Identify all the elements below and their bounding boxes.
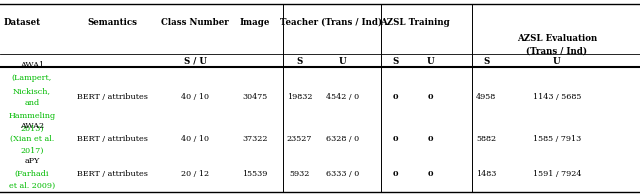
- Text: Semantics: Semantics: [87, 18, 137, 27]
- Text: 2013): 2013): [20, 125, 44, 133]
- Text: S: S: [296, 57, 303, 66]
- Text: 2017): 2017): [20, 147, 44, 155]
- Text: 0: 0: [428, 93, 433, 101]
- Text: 5932: 5932: [289, 170, 310, 178]
- Text: (Farhadi: (Farhadi: [15, 170, 49, 178]
- Text: 4542 / 0: 4542 / 0: [326, 93, 359, 101]
- Text: S: S: [392, 57, 399, 66]
- Text: BERT / attributes: BERT / attributes: [77, 135, 147, 143]
- Text: AWA1: AWA1: [20, 61, 44, 69]
- Text: S / U: S / U: [184, 57, 207, 66]
- Text: AZSL Evaluation: AZSL Evaluation: [516, 34, 597, 43]
- Text: 23527: 23527: [287, 135, 312, 143]
- Text: (Trans / Ind): (Trans / Ind): [526, 47, 588, 56]
- Text: 1143 / 5685: 1143 / 5685: [532, 93, 581, 101]
- Text: 6333 / 0: 6333 / 0: [326, 170, 359, 178]
- Text: 6328 / 0: 6328 / 0: [326, 135, 359, 143]
- Text: et al. 2009): et al. 2009): [9, 182, 55, 190]
- Text: AZSL Training: AZSL Training: [380, 18, 449, 27]
- Text: 1591 / 7924: 1591 / 7924: [532, 170, 581, 178]
- Text: U: U: [553, 57, 561, 66]
- Text: Class Number: Class Number: [161, 18, 229, 27]
- Text: 40 / 10: 40 / 10: [181, 93, 209, 101]
- Text: U: U: [426, 57, 434, 66]
- Text: 40 / 10: 40 / 10: [181, 135, 209, 143]
- Text: 37322: 37322: [242, 135, 268, 143]
- Text: 1585 / 7913: 1585 / 7913: [532, 135, 581, 143]
- Text: 15539: 15539: [242, 170, 268, 178]
- Text: 0: 0: [428, 170, 433, 178]
- Text: 5882: 5882: [476, 135, 497, 143]
- Text: Image: Image: [239, 18, 270, 27]
- Text: (Lampert,: (Lampert,: [12, 74, 52, 82]
- Text: 19832: 19832: [287, 93, 312, 101]
- Text: 1483: 1483: [476, 170, 497, 178]
- Text: 0: 0: [393, 170, 398, 178]
- Text: 0: 0: [393, 135, 398, 143]
- Text: S: S: [483, 57, 490, 66]
- Text: and: and: [24, 99, 40, 107]
- Text: 30475: 30475: [242, 93, 268, 101]
- Text: BERT / attributes: BERT / attributes: [77, 93, 147, 101]
- Text: 0: 0: [393, 93, 398, 101]
- Text: aPY: aPY: [24, 157, 40, 165]
- Text: Teacher (Trans / Ind): Teacher (Trans / Ind): [280, 18, 383, 27]
- Text: (Xian et al.: (Xian et al.: [10, 135, 54, 143]
- Text: AWA2: AWA2: [20, 122, 44, 130]
- Text: 0: 0: [428, 135, 433, 143]
- Text: Hammeling: Hammeling: [8, 112, 56, 120]
- Text: Nickisch,: Nickisch,: [13, 87, 51, 95]
- Text: 20 / 12: 20 / 12: [181, 170, 209, 178]
- Text: U: U: [339, 57, 346, 66]
- Text: BERT / attributes: BERT / attributes: [77, 170, 147, 178]
- Text: 4958: 4958: [476, 93, 497, 101]
- Text: Dataset: Dataset: [3, 18, 40, 27]
